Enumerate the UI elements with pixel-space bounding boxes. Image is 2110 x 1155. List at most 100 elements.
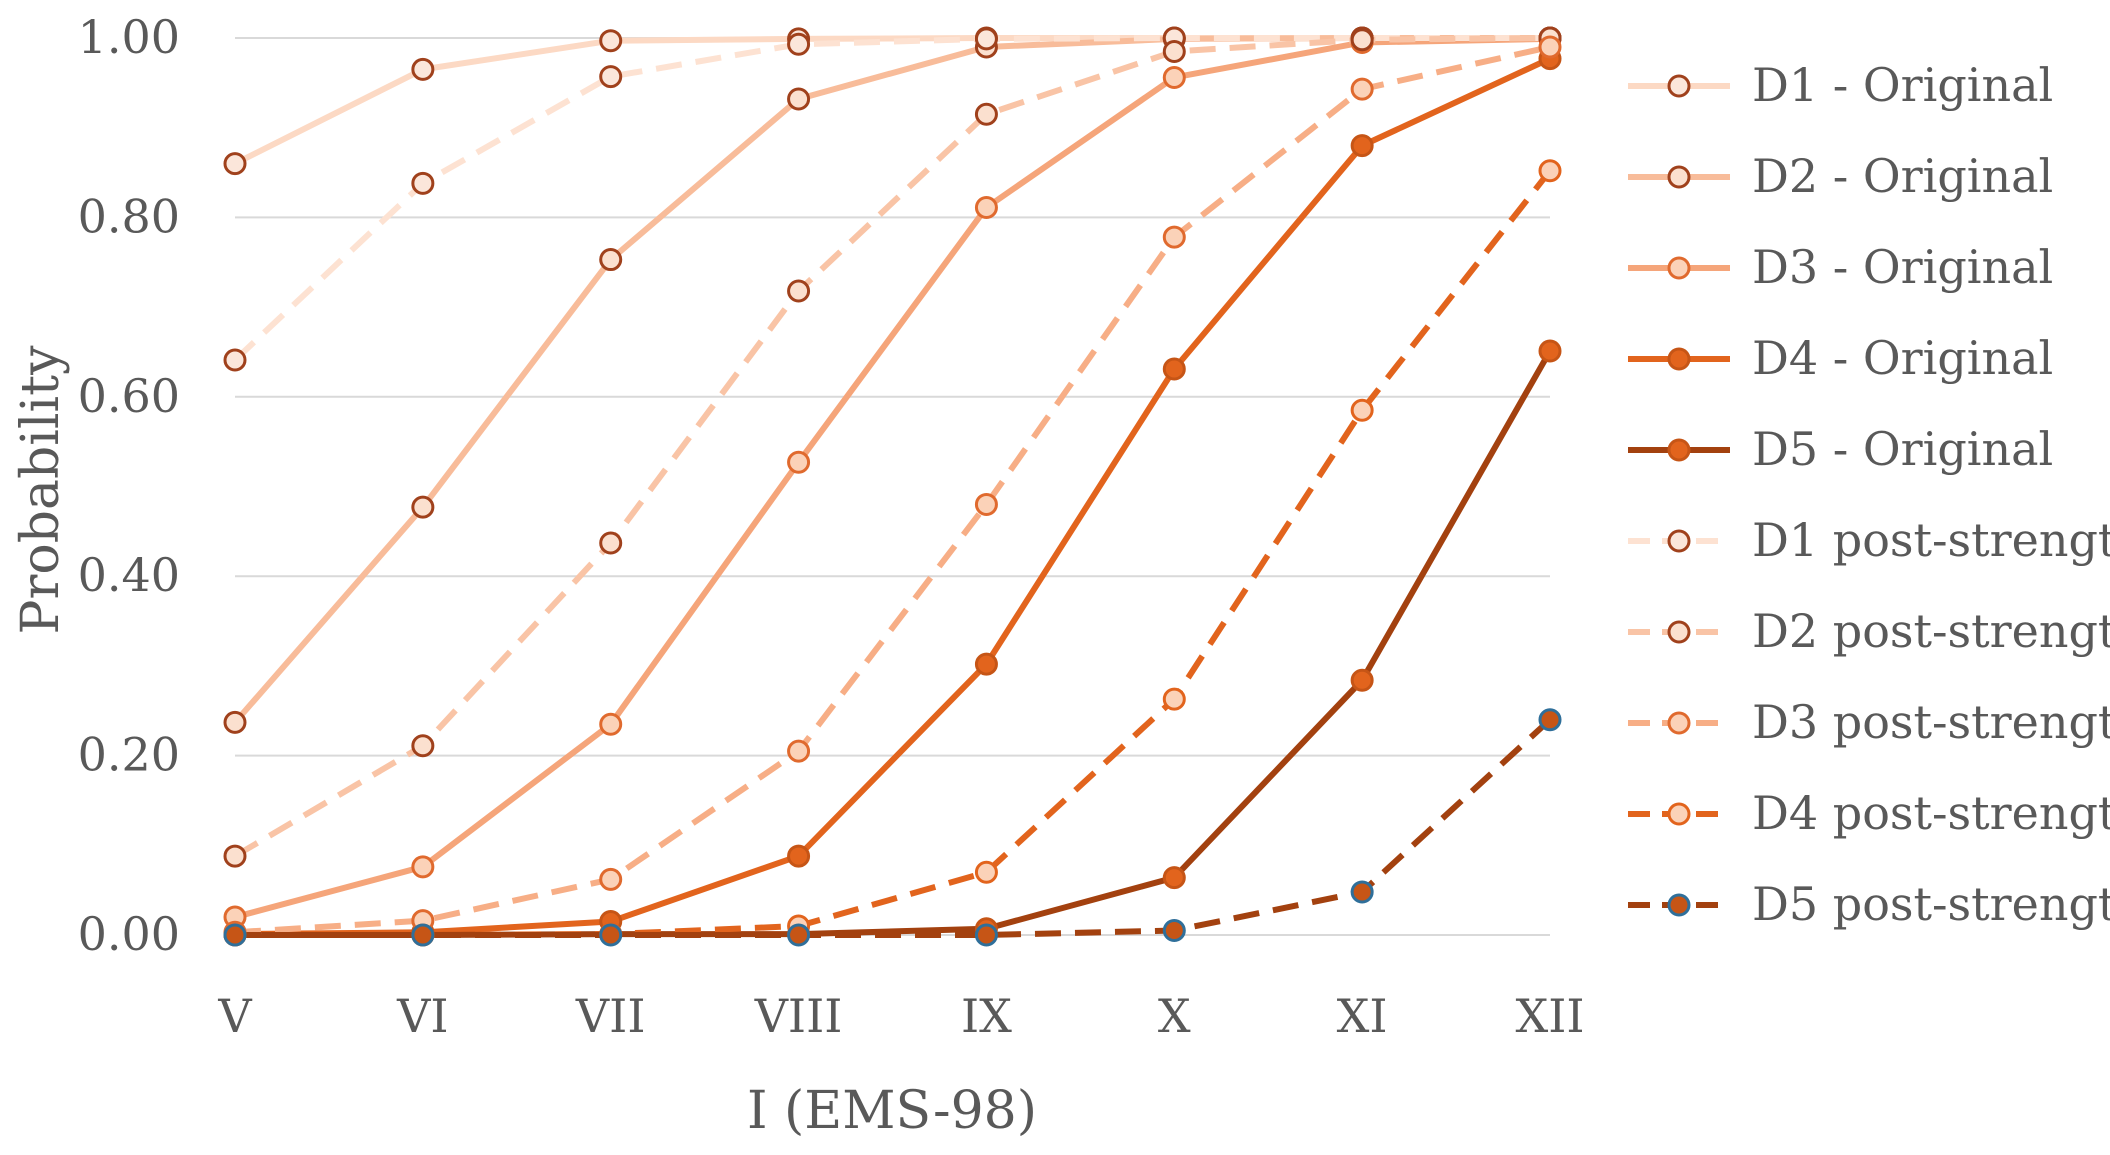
y-tick-label: 0.20 [78,728,180,782]
y-tick-label: 0.60 [78,369,180,423]
data-point [1350,134,1374,158]
legend-label: D3 - Original [1752,240,2053,294]
x-tick-label: XII [1515,989,1584,1043]
data-point [787,279,811,303]
grid-lines [235,37,1550,936]
x-tick-label: VII [575,989,646,1043]
data-point [1350,77,1374,101]
data-point [1162,687,1186,711]
y-tick-label: 0.80 [78,189,180,243]
data-point [1538,35,1562,59]
legend: D1 - Original D2 - Original D3 - Original D… [1628,58,2110,931]
x-tick-label: VIII [754,989,843,1043]
data-point [974,196,998,220]
data-point [974,492,998,516]
data-point [223,923,247,947]
legend-label: D4 post-strength [1752,786,2110,840]
series-line [235,717,1553,938]
series-line [233,35,1551,859]
series-line [232,35,1550,363]
data-point [1162,919,1186,943]
data-point [787,87,811,111]
data-point [223,710,247,734]
legend-swatch-marker [1667,74,1691,98]
series-line [232,35,1550,725]
y-axis-title: Probability [11,345,71,635]
legend-swatch-marker [1667,802,1691,826]
data-point [223,152,247,176]
legend-swatch-marker [1667,711,1691,735]
x-tick-label: VI [396,989,448,1043]
legend-label: D3 post-strength [1752,695,2110,749]
legend-label: D2 post-strength [1752,604,2110,658]
data-point [974,27,998,51]
y-axis-ticks: 0.00 0.20 0.40 0.60 0.80 1.00 [78,10,180,961]
series-line [234,55,1552,938]
legend-swatch-marker [1667,165,1691,189]
y-tick-label: 1.00 [78,10,180,64]
data-point [787,739,811,763]
data-point [1350,880,1374,904]
data-point [974,860,998,884]
legend-swatch-marker [1667,893,1691,917]
legend-label: D5 - Original [1752,422,2053,476]
data-point [1350,398,1374,422]
data-point [1162,65,1186,89]
data-point [599,531,623,555]
data-point [411,734,435,758]
legend-swatch-marker [1667,256,1691,280]
legend-label: D1 post-strength [1752,513,2110,567]
data-point [1350,668,1374,692]
series-line [234,35,1551,920]
data-point [223,844,247,868]
x-tick-label: X [1158,989,1191,1043]
y-tick-label: 0.40 [78,548,180,602]
data-point [1162,866,1186,890]
data-point [411,923,435,947]
data-point [1162,39,1186,63]
series-lines [232,35,1553,938]
data-point [411,171,435,195]
data-point [599,29,623,53]
data-point [1162,225,1186,249]
x-axis-title: I (EMS-98) [747,1081,1037,1141]
data-point [974,102,998,126]
data-point [1538,708,1562,732]
data-point [411,495,435,519]
legend-label: D1 - Original [1752,58,2053,112]
series-markers [223,26,1562,947]
x-tick-label: V [217,989,252,1043]
series-line [235,168,1553,938]
data-point [787,923,811,947]
data-point [1350,28,1374,52]
legend-label: D4 - Original [1752,331,2053,385]
legend-swatch-marker [1667,620,1691,644]
data-point [411,57,435,81]
legend-swatch-marker [1667,347,1691,371]
legend-swatch-marker [1667,438,1691,462]
series-line [235,349,1553,938]
data-point [599,65,623,89]
data-point [223,348,247,372]
data-point [1538,339,1562,363]
data-point [974,923,998,947]
data-point [1162,357,1186,381]
data-point [787,32,811,56]
data-point [599,923,623,947]
legend-label: D5 post-strength [1752,877,2110,931]
x-tick-label: XI [1337,989,1388,1043]
data-point [1538,159,1562,183]
x-tick-label: IX [961,989,1012,1043]
data-point [974,652,998,676]
x-axis-ticks: V VI VII VIII IX X XI XII [217,989,1584,1043]
y-tick-label: 0.00 [78,907,180,961]
legend-swatch-marker [1667,529,1691,553]
legend-label: D2 - Original [1752,149,2053,203]
data-point [787,844,811,868]
data-point [599,712,623,736]
data-point [599,867,623,891]
data-point [787,450,811,474]
data-point [411,855,435,879]
